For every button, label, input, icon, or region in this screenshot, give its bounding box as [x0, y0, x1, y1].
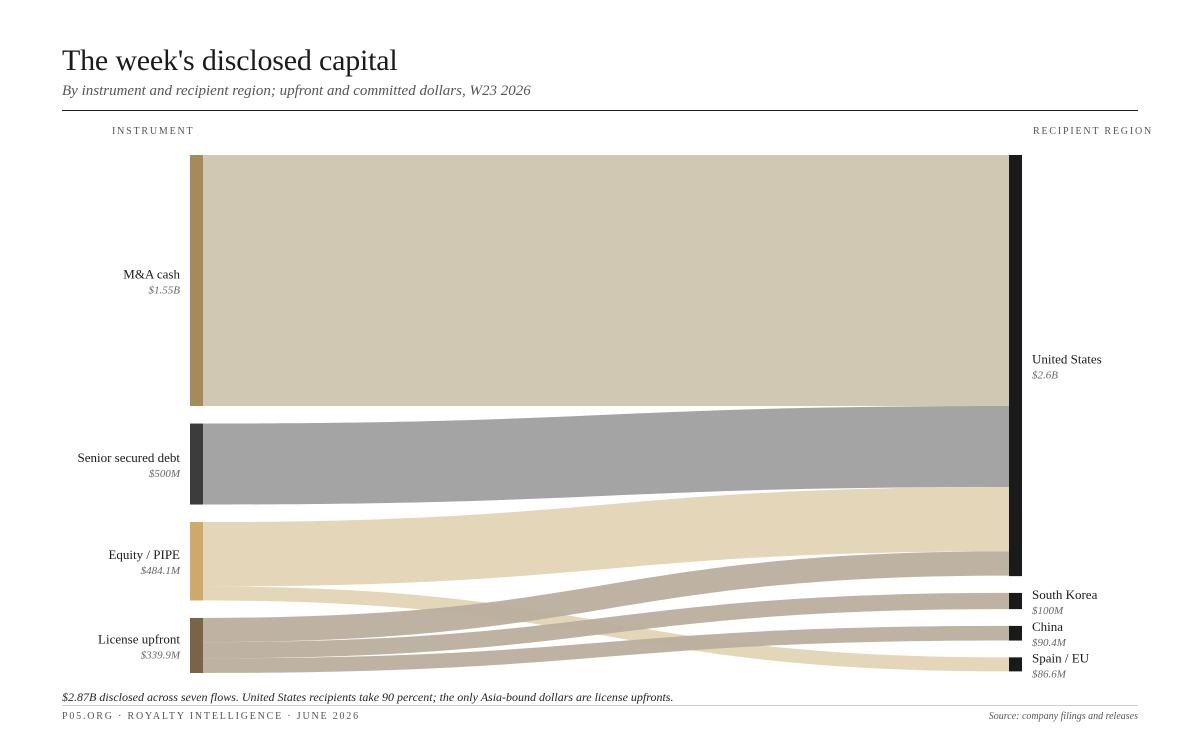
node-license-upfront [190, 617, 203, 673]
value-senior-secured-debt: $500M [149, 468, 181, 480]
footer-credit: P05.ORG · ROYALTY INTELLIGENCE · JUNE 20… [62, 711, 360, 722]
value-m-a-cash: $1.55B [149, 285, 181, 297]
node-m-a-cash [190, 155, 203, 407]
node-equity-pipe [190, 522, 203, 601]
label-united-states: United States [1032, 352, 1102, 367]
value-equity-pipe: $484.1M [141, 565, 181, 577]
flow-debt-to-us [203, 406, 1009, 505]
value-united-states: $2.6B [1032, 370, 1058, 382]
flow-links [203, 155, 1009, 673]
label-license-upfront: License upfront [98, 631, 180, 646]
nodes [190, 155, 1022, 673]
page-title: The week's disclosed capital [62, 44, 398, 77]
label-equity-pipe: Equity / PIPE [108, 547, 180, 562]
flow-license-to-cn [203, 625, 1009, 673]
recipient-region-column-heading: RECIPIENT REGION [1033, 126, 1154, 137]
label-spain-eu: Spain / EU [1032, 650, 1090, 665]
page-subtitle: By instrument and recipient region; upfr… [62, 83, 531, 99]
label-senior-secured-debt: Senior secured debt [77, 450, 180, 465]
flow-equity-to-us [203, 487, 1009, 587]
value-south-korea: $100M [1032, 605, 1064, 617]
instrument-column-heading: INSTRUMENT [112, 126, 195, 137]
summary-note: $2.87B disclosed across seven flows. Uni… [62, 690, 674, 704]
label-south-korea: South Korea [1032, 587, 1098, 602]
footer-source: Source: company filings and releases [988, 711, 1138, 722]
node-south-korea [1009, 592, 1022, 610]
label-china: China [1032, 619, 1063, 634]
label-m-a-cash: M&A cash [123, 267, 180, 282]
value-china: $90.4M [1032, 637, 1067, 649]
value-spain-eu: $86.6M [1032, 668, 1067, 680]
node-senior-secured-debt [190, 423, 203, 505]
node-spain-eu [1009, 657, 1022, 672]
flow-license-to-kr [203, 592, 1009, 659]
node-labels: M&A cash $1.55B Senior secured debt $500M Eq… [77, 267, 1101, 681]
header-rule [62, 110, 1138, 111]
flow-license-to-us [203, 551, 1009, 643]
footer-rule [62, 705, 1138, 706]
node-china [1009, 625, 1022, 641]
flow-ma-to-us [203, 155, 1009, 407]
node-united-states [1009, 155, 1022, 577]
value-license-upfront: $339.9M [141, 649, 181, 661]
